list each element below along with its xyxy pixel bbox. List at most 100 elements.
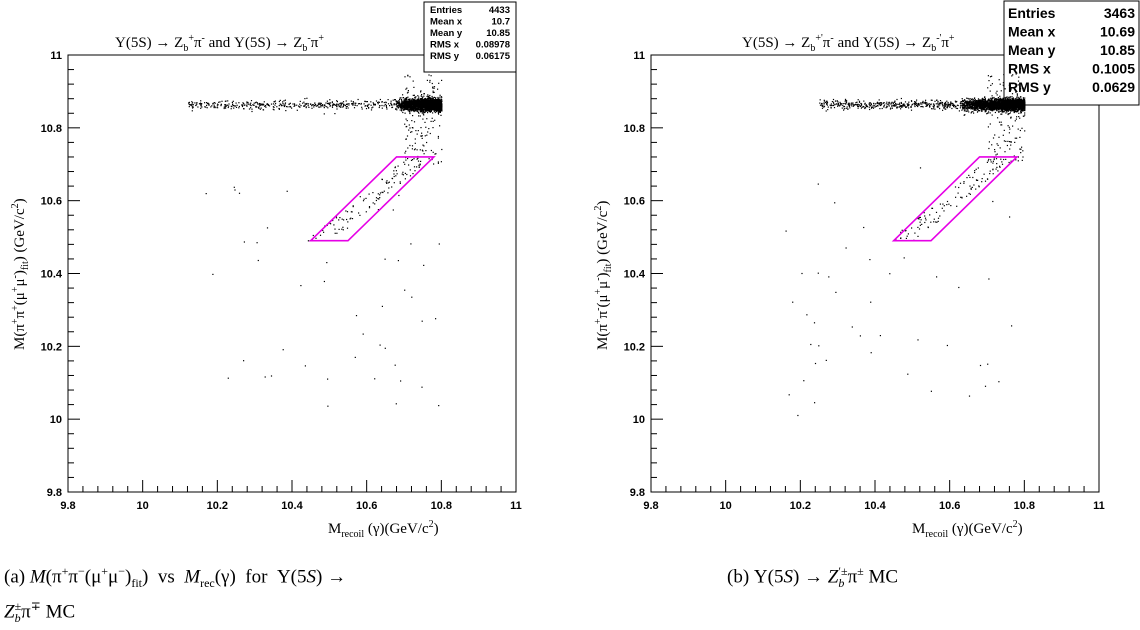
scatter-point [386, 182, 388, 184]
scatter-point [936, 99, 938, 101]
scatter-point [353, 107, 356, 109]
scatter-point [422, 113, 424, 115]
scatter-point [847, 102, 849, 104]
scatter-point [439, 96, 441, 98]
scatter-point [387, 192, 389, 194]
scatter-point [261, 103, 263, 105]
scatter-point [831, 101, 833, 103]
scatter-point [224, 106, 226, 108]
scatter-point [905, 106, 908, 108]
scatter-point [438, 82, 440, 84]
scatter-point [266, 103, 268, 105]
scatter-point [283, 100, 285, 102]
scatter-point [417, 95, 419, 97]
scatter-point [417, 157, 419, 159]
scatter-point [358, 212, 360, 214]
scatter-point [938, 106, 940, 108]
scatter-point [914, 105, 916, 108]
scatter-point [374, 378, 376, 380]
scatter-point [434, 104, 436, 106]
scatter-point [307, 105, 309, 107]
scatter-point [191, 104, 193, 106]
scatter-point [208, 103, 210, 105]
scatter-point [864, 102, 866, 104]
scatter-point [253, 102, 255, 104]
scatter-point [192, 106, 194, 108]
scatter-point [965, 104, 967, 107]
scatter-point [404, 97, 406, 99]
scatter-point [950, 102, 952, 105]
scatter-point [974, 109, 976, 111]
scatter-point [400, 107, 402, 109]
scatter-point [420, 135, 422, 137]
x-tick-label: 10.6 [939, 500, 960, 512]
scatter-point [949, 103, 951, 106]
scatter-point [188, 101, 190, 103]
scatter-point [208, 103, 210, 106]
scatter-point [964, 104, 966, 107]
scatter-point [431, 100, 433, 102]
scatter-point [420, 108, 422, 110]
scatter-point [987, 102, 989, 104]
scatter-point [963, 108, 965, 110]
scatter-point [955, 101, 957, 103]
scatter-point [923, 102, 925, 104]
scatter-point [414, 170, 416, 172]
scatter-point [1005, 98, 1007, 100]
scatter-point [340, 103, 342, 106]
scatter-point [258, 107, 260, 109]
scatter-point [433, 163, 435, 165]
scatter-point [1011, 97, 1013, 99]
scatter-point [866, 105, 868, 107]
scatter-point [421, 101, 423, 103]
scatter-point [431, 104, 433, 107]
scatter-point [970, 102, 972, 104]
scatter-point [422, 150, 424, 152]
scatter-point [224, 100, 226, 102]
scatter-point [372, 202, 374, 204]
scatter-point [412, 98, 414, 100]
scatter-point [319, 234, 322, 236]
scatter-point [885, 107, 887, 109]
scatter-point [372, 106, 374, 108]
scatter-point [406, 87, 408, 89]
scatter-point [256, 106, 258, 108]
scatter-point [906, 103, 908, 105]
scatter-point [933, 107, 935, 109]
scatter-point [393, 173, 395, 175]
scatter-point [279, 103, 281, 105]
scatter-point [881, 103, 883, 105]
scatter-point [433, 99, 435, 101]
scatter-point [253, 104, 255, 106]
scatter-point [281, 104, 283, 106]
scatter-point [381, 191, 383, 193]
scatter-point [410, 131, 412, 133]
scatter-point [410, 108, 412, 110]
scatter-point [429, 110, 431, 112]
scatter-point [439, 99, 441, 101]
scatter-point [407, 91, 409, 93]
scatter-point [408, 98, 410, 101]
scatter-point [320, 102, 322, 105]
scatter-point [409, 105, 411, 107]
scatter-point [439, 108, 441, 110]
scatter-point [409, 112, 411, 115]
scatter-point [412, 110, 414, 112]
scatter-point [200, 104, 202, 106]
scatter-point [246, 105, 248, 107]
scatter-point [944, 108, 946, 110]
scatter-point [403, 101, 405, 103]
scatter-point [946, 104, 948, 106]
scatter-point [403, 106, 405, 108]
scatter-point [413, 86, 415, 88]
scatter-point [402, 111, 404, 114]
scatter-point [384, 103, 386, 106]
scatter-point [412, 115, 414, 117]
scatter-point [284, 102, 287, 104]
scatter-point [880, 102, 882, 104]
scatter-point [346, 103, 348, 105]
scatter-point [973, 112, 975, 114]
scatter-point [228, 105, 230, 107]
scatter-point [415, 100, 417, 102]
